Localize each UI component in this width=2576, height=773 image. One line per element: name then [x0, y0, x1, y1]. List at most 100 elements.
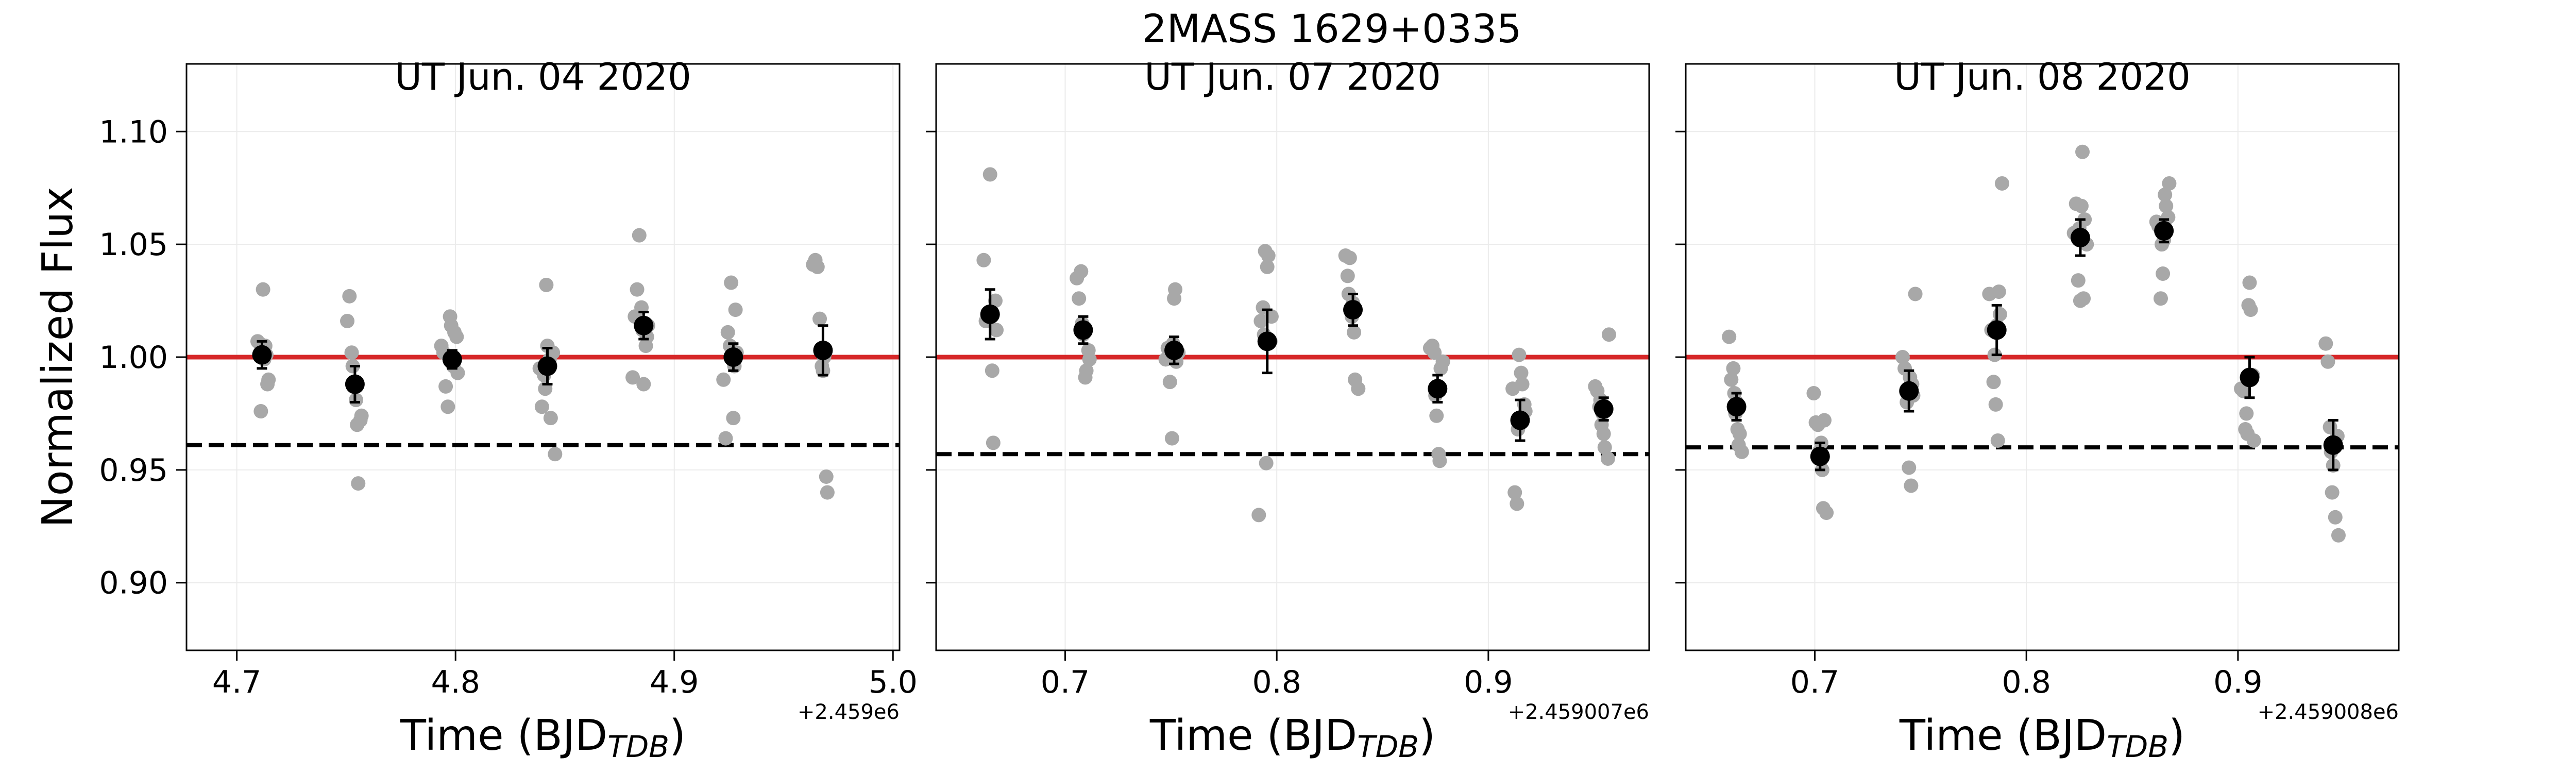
raw-data-point [2325, 485, 2340, 500]
x-axis-label-subscript: TDB [1357, 729, 1419, 764]
raw-data-point [2246, 433, 2261, 448]
x-tick-label: 0.7 [1790, 664, 1839, 700]
raw-data-point [1600, 451, 1615, 466]
x-tick-label: 0.7 [1041, 664, 1090, 700]
raw-data-point [539, 277, 554, 292]
binned-data-point [442, 349, 462, 369]
raw-data-point [351, 476, 366, 491]
raw-data-point [1806, 386, 1821, 401]
raw-data-point [1992, 307, 2007, 322]
x-tick-label: 4.8 [431, 664, 480, 700]
binned-data-point [1257, 331, 1277, 351]
raw-data-point [344, 345, 359, 360]
raw-data-point [1162, 375, 1177, 390]
raw-data-point [2071, 273, 2086, 288]
raw-data-point [1986, 375, 2001, 390]
raw-data-point [1260, 259, 1275, 274]
raw-data-point [1433, 361, 1448, 376]
raw-data-point [726, 411, 741, 426]
binned-data-point [1510, 410, 1530, 430]
raw-data-point [1904, 478, 1919, 493]
raw-data-point [1164, 431, 1179, 446]
raw-data-point [440, 399, 455, 414]
binned-data-point [634, 315, 654, 335]
raw-data-point [543, 411, 558, 426]
raw-data-point [1902, 460, 1917, 475]
x-axis-label: Time (BJDTDB) [1149, 711, 1435, 764]
x-axis-label-subscript: TDB [2107, 729, 2168, 764]
raw-data-point [340, 313, 355, 328]
binned-data-point [1987, 320, 2007, 340]
binned-data-point [2070, 228, 2090, 248]
raw-data-point [630, 282, 645, 297]
raw-data-point [1429, 408, 1444, 423]
raw-data-point [1895, 350, 1910, 364]
binned-data-point [1073, 320, 1093, 340]
raw-data-point [1724, 372, 1739, 387]
raw-data-point [820, 485, 835, 500]
x-axis-label: Time (BJDTDB) [1899, 711, 2185, 764]
x-axis-label-subscript: TDB [607, 729, 669, 764]
x-axis-label-main: Time (BJD [400, 711, 607, 760]
raw-data-point [2074, 198, 2089, 213]
x-offset-label: +2.459e6 [798, 700, 900, 724]
panel-2: 0.7 0.8 0.9 UT Jun. 07 2020 +2.459007e6 Time … [926, 55, 1650, 764]
x-offset-label: +2.459008e6 [2258, 700, 2399, 724]
binned-data-point [723, 347, 743, 367]
x-axis-label-close: ) [1419, 711, 1435, 760]
binned-data-point [1899, 381, 1919, 401]
raw-data-point [1251, 508, 1266, 523]
binned-data-point [2154, 221, 2174, 241]
raw-data-point [982, 167, 997, 182]
raw-data-point [2318, 336, 2333, 351]
figure-title: 2MASS 1629+0335 [1142, 6, 1521, 52]
x-tick-label: 0.9 [2213, 664, 2262, 700]
raw-data-point [724, 275, 739, 290]
panel-title: UT Jun. 07 2020 [1144, 55, 1441, 98]
raw-data-point [1819, 506, 1834, 520]
raw-data-point [2241, 298, 2256, 313]
x-tick-label: 4.9 [650, 664, 699, 700]
raw-data-point [1908, 287, 1923, 301]
binned-data-point [2323, 435, 2343, 455]
raw-data-point [2328, 510, 2343, 525]
raw-data-point [1079, 363, 1094, 378]
binned-data-point [813, 340, 833, 360]
raw-data-point [716, 372, 731, 387]
binned-data-point [2240, 367, 2260, 388]
raw-data-point [1726, 361, 1741, 376]
raw-data-point [1351, 381, 1366, 396]
raw-data-point [720, 325, 735, 340]
raw-data-point [2076, 291, 2091, 306]
panel-1: 4.7 4.8 4.9 5.0 0.90 0.95 1.00 1.05 1.10 UT Jun. … [99, 55, 918, 764]
raw-data-point [261, 372, 276, 387]
binned-data-point [1428, 379, 1448, 399]
raw-data-point [2156, 266, 2171, 281]
x-tick-label: 5.0 [869, 664, 918, 700]
raw-data-point [1259, 456, 1274, 470]
y-tick-label: 1.05 [99, 227, 168, 263]
raw-data-point [1074, 264, 1089, 279]
raw-data-point [2320, 354, 2335, 369]
raw-data-point [1817, 413, 1832, 428]
raw-data-point [989, 323, 1004, 338]
x-axis-label-close: ) [2168, 711, 2185, 760]
raw-data-point [1072, 291, 1087, 306]
raw-data-point [1601, 327, 1616, 342]
raw-data-point [438, 379, 453, 394]
raw-data-point [2242, 275, 2257, 290]
x-tick-label: 4.7 [212, 664, 261, 700]
raw-data-point [810, 259, 825, 274]
raw-data-point [728, 303, 743, 317]
raw-data-point [2158, 187, 2173, 202]
raw-data-point [1734, 444, 1749, 459]
raw-data-point [548, 447, 563, 462]
raw-data-point [1507, 485, 1522, 500]
binned-data-point [1810, 446, 1830, 466]
raw-data-point [1168, 282, 1183, 297]
x-axis-label: Time (BJDTDB) [400, 711, 686, 764]
raw-data-point [1596, 426, 1611, 441]
raw-data-point [2239, 406, 2254, 421]
x-offset-label: +2.459007e6 [1508, 700, 1649, 724]
